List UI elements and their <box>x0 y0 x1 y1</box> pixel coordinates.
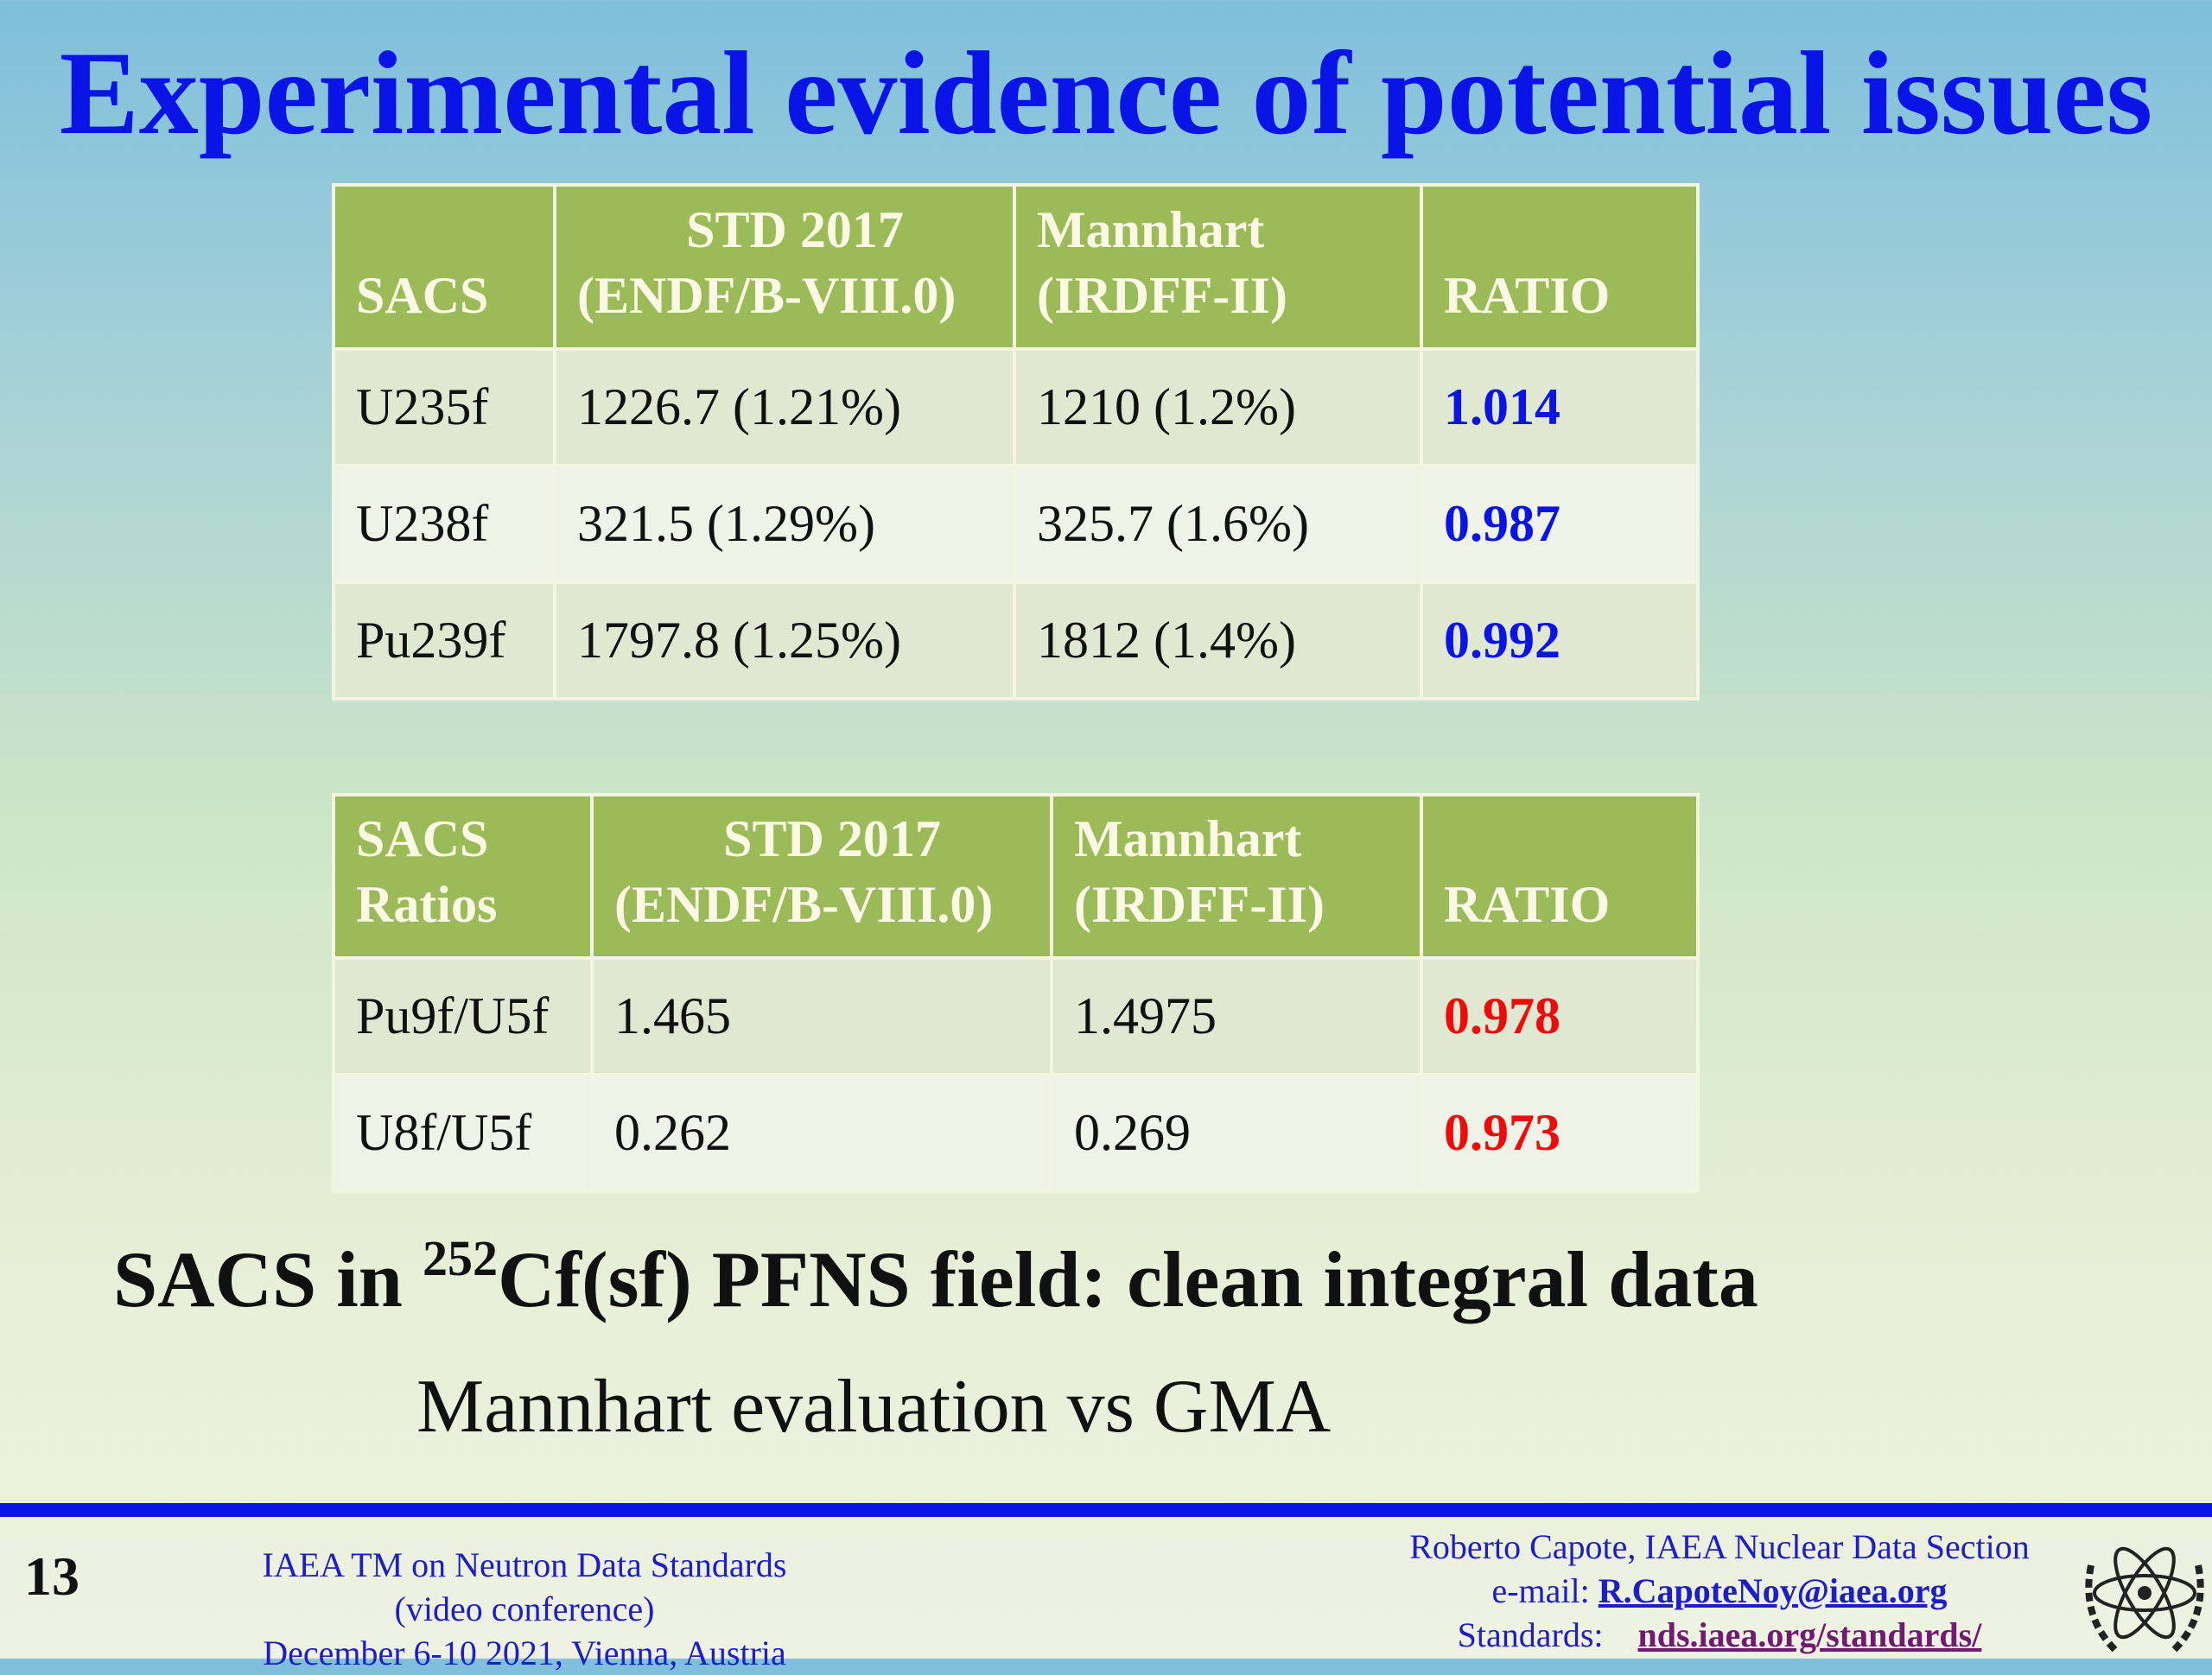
header-line: Mannhart <box>1074 810 1302 867</box>
event-info: IAEA TM on Neutron Data Standards (video… <box>179 1543 870 1675</box>
cell: 1797.8 (1.25%) <box>553 581 1016 701</box>
table: SACS Ratios STD 2017 (ENDF/B-VIII.0) Mannhar… <box>332 793 1700 1193</box>
cell: 0.269 <box>1050 1073 1423 1193</box>
divider <box>0 1503 2212 1517</box>
cell: 321.5 (1.29%) <box>553 464 1016 584</box>
header-cell: Mannhart (IRDFF-II) <box>1013 183 1423 351</box>
table-row: U235f 1226.7 (1.21%) 1210 (1.2%) 1.014 <box>332 347 1700 467</box>
table-body: SACS Ratios STD 2017 (ENDF/B-VIII.0) Mannhar… <box>332 793 1700 1193</box>
header-line: STD 2017 <box>723 810 941 867</box>
table: SACS STD 2017 (ENDF/B-VIII.0) Mannhart (IRDF… <box>332 183 1700 701</box>
footer-line: December 6-10 2021, Vienna, Austria <box>263 1634 786 1672</box>
header-line: Ratios <box>356 876 498 933</box>
cell: Pu9f/U5f <box>332 956 594 1076</box>
cell: 1226.7 (1.21%) <box>553 347 1016 467</box>
contact-info: Roberto Capote, IAEA Nuclear Data Sectio… <box>1348 1525 2091 1657</box>
heading-text: SACS in <box>113 1235 423 1323</box>
label: Standards: <box>1457 1615 1604 1654</box>
cell: Pu239f <box>332 581 556 701</box>
cell: 325.7 (1.6%) <box>1013 464 1423 584</box>
iaea-logo <box>2085 1546 2204 1654</box>
cell: 0.973 <box>1420 1073 1700 1193</box>
cell: 1.4975 <box>1050 956 1423 1076</box>
header-line: SACS <box>356 267 489 324</box>
cell: 1812 (1.4%) <box>1013 581 1423 701</box>
heading: SACS in 252Cf(sf) PFNS field: clean inte… <box>113 1234 1758 1325</box>
header-line: Mannhart <box>1037 201 1265 258</box>
subtitle: Mannhart evaluation vs GMA <box>416 1365 1332 1449</box>
cell: U235f <box>332 347 556 467</box>
cell: 0.987 <box>1420 464 1700 584</box>
table-row: U238f 321.5 (1.29%) 325.7 (1.6%) 0.987 <box>332 464 1700 584</box>
header-line: STD 2017 <box>686 201 904 258</box>
cell: 0.992 <box>1420 581 1700 701</box>
page-number: 13 <box>24 1545 79 1607</box>
footer-line: Roberto Capote, IAEA Nuclear Data Sectio… <box>1409 1527 2030 1566</box>
header-cell: Mannhart (IRDFF-II) <box>1050 793 1423 960</box>
table-row: Pu239f 1797.8 (1.25%) 1812 (1.4%) 0.992 <box>332 581 1700 701</box>
heading-text: Cf(sf) PFNS field: clean integral data <box>497 1235 1758 1323</box>
cell: 1.465 <box>590 956 1053 1076</box>
header-line: (ENDF/B-VIII.0) <box>614 876 994 933</box>
label: e-mail: <box>1491 1571 1590 1610</box>
table-row: Pu9f/U5f 1.465 1.4975 0.978 <box>332 956 1700 1076</box>
header-row: SACS Ratios STD 2017 (ENDF/B-VIII.0) Mannhar… <box>332 793 1700 960</box>
footer-line: (video conference) <box>394 1589 655 1628</box>
header-row: SACS STD 2017 (ENDF/B-VIII.0) Mannhart (IRDF… <box>332 183 1700 351</box>
header-line: RATIO <box>1444 876 1611 933</box>
footer-line: IAEA TM on Neutron Data Standards <box>262 1545 787 1584</box>
header-cell: STD 2017 (ENDF/B-VIII.0) <box>590 793 1053 960</box>
table-row: U8f/U5f 0.262 0.269 0.973 <box>332 1073 1700 1193</box>
header-cell: STD 2017 (ENDF/B-VIII.0) <box>553 183 1016 351</box>
cell: 1.014 <box>1420 347 1700 467</box>
cell: 0.978 <box>1420 956 1700 1076</box>
header-line: (IRDFF-II) <box>1074 876 1325 933</box>
cell: 0.262 <box>590 1073 1053 1193</box>
header-cell: SACS <box>332 183 556 351</box>
superscript: 252 <box>422 1230 498 1286</box>
header-line: RATIO <box>1444 267 1611 324</box>
header-cell: RATIO <box>1420 183 1700 351</box>
footer-line: Standards: nds.iaea.org/standards/ <box>1348 1613 2091 1657</box>
slide-title: Experimental evidence of potential issue… <box>59 27 2153 159</box>
header-line: SACS <box>356 810 489 867</box>
header-line: (IRDFF-II) <box>1037 267 1287 324</box>
header-cell: RATIO <box>1420 793 1700 960</box>
cell: U8f/U5f <box>332 1073 594 1193</box>
email-link[interactable]: R.CapoteNoy@iaea.org <box>1598 1571 1948 1610</box>
table-body: SACS STD 2017 (ENDF/B-VIII.0) Mannhart (IRDF… <box>332 183 1700 701</box>
cell: U238f <box>332 464 556 584</box>
standards-link[interactable]: nds.iaea.org/standards/ <box>1637 1615 1982 1654</box>
header-line: (ENDF/B-VIII.0) <box>577 267 957 324</box>
cell: 1210 (1.2%) <box>1013 347 1423 467</box>
header-cell: SACS Ratios <box>332 793 594 960</box>
footer-line: e-mail: R.CapoteNoy@iaea.org <box>1348 1569 2091 1613</box>
